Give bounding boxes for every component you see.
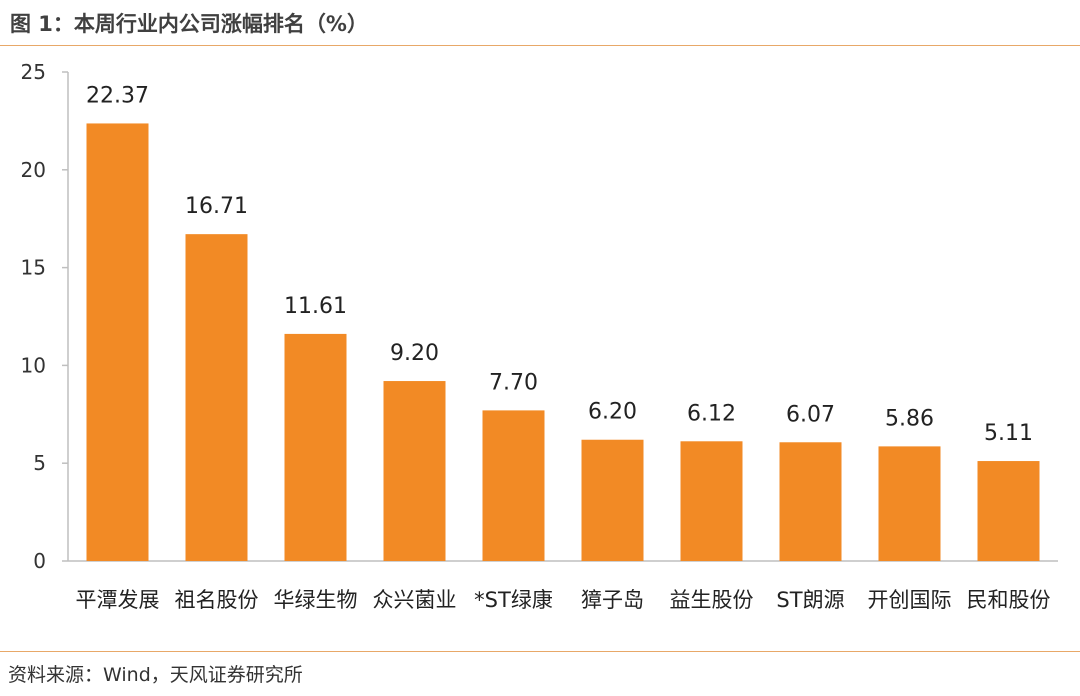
y-tick-label-1: 5: [33, 451, 46, 475]
title-divider: [0, 45, 1080, 46]
y-tick-label-5: 25: [21, 60, 46, 84]
bar-5: [581, 439, 644, 561]
x-tick-label-1: 祖名股份: [175, 588, 259, 612]
bar-4: [482, 410, 545, 561]
x-tick-label-8: 开创国际: [868, 588, 952, 612]
figure-title: 图 1：本周行业内公司涨幅排名（%）: [10, 12, 368, 36]
x-tick-label-6: 益生股份: [670, 588, 754, 612]
x-tick-label-5: 獐子岛: [581, 588, 644, 612]
data-label-7: 6.07: [786, 402, 835, 427]
y-tick-label-0: 0: [33, 549, 46, 573]
bar-6: [680, 441, 743, 561]
data-label-5: 6.20: [588, 400, 637, 425]
x-tick-label-2: 华绿生物: [274, 588, 358, 612]
y-tick-label-4: 20: [21, 158, 46, 182]
data-label-2: 11.61: [284, 294, 347, 319]
bar-7: [779, 442, 842, 561]
data-label-4: 7.70: [489, 370, 538, 395]
bar-9: [977, 461, 1040, 561]
data-label-3: 9.20: [390, 341, 439, 366]
bar-2: [284, 333, 347, 561]
data-label-8: 5.86: [885, 406, 934, 431]
bar-0: [86, 123, 149, 561]
source-divider: [0, 651, 1080, 652]
bar-8: [878, 446, 941, 561]
x-tick-label-9: 民和股份: [967, 588, 1051, 612]
x-tick-label-3: 众兴菌业: [373, 588, 457, 612]
x-tick-label-4: *ST绿康: [474, 588, 553, 612]
data-label-1: 16.71: [185, 194, 248, 219]
bar-1: [185, 234, 248, 561]
x-tick-label-7: ST朗源: [776, 588, 844, 612]
data-label-0: 22.37: [86, 83, 149, 108]
bar-3: [383, 381, 446, 561]
bar-chart: 0 5 10 15 20 25 22.37 平潭发展 16.71 祖名股份 11.61 华绿生物 9.2…: [21, 60, 1058, 612]
source-note: 资料来源：Wind，天风证券研究所: [8, 664, 303, 686]
x-tick-label-0: 平潭发展: [76, 588, 160, 612]
data-label-6: 6.12: [687, 401, 736, 426]
y-tick-label-3: 15: [21, 256, 46, 280]
y-tick-label-2: 10: [21, 353, 46, 377]
data-label-9: 5.11: [984, 421, 1033, 446]
